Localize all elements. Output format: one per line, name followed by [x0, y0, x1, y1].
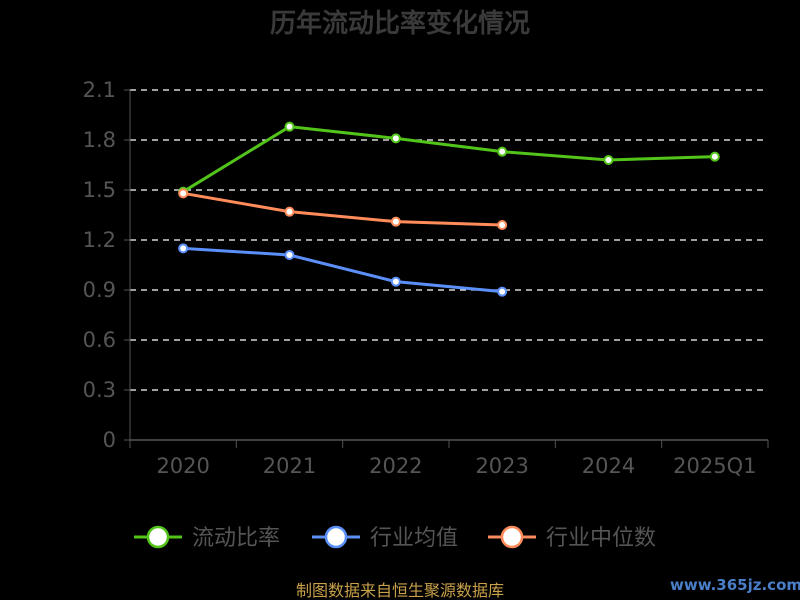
x-tick-label: 2025Q1	[673, 454, 756, 478]
data-point	[284, 250, 295, 260]
legend-swatch-marker	[324, 525, 348, 549]
legend-item[interactable]: 行业均值	[312, 525, 458, 551]
axes: 0 0.3 0.6 0.9 1.2 1.5 1.8 2.1 2020 2021 2022 2023 20…	[83, 78, 769, 478]
legend: 流动比率 行业均值 行业中位数	[134, 525, 656, 551]
data-point	[497, 220, 508, 230]
data-point	[390, 216, 401, 227]
legend-swatch-marker	[500, 525, 524, 549]
series-lines	[178, 121, 720, 297]
y-tick-label: 1.8	[83, 128, 116, 152]
legend-item[interactable]: 行业中位数	[488, 525, 656, 551]
data-point	[178, 188, 189, 199]
x-tick-label: 2022	[369, 454, 422, 478]
y-tick-label: 0.9	[83, 278, 116, 302]
data-point	[390, 133, 401, 144]
y-tick-label: 0.6	[83, 328, 116, 352]
x-tick-label: 2021	[263, 454, 316, 478]
y-tick-label: 1.2	[83, 228, 116, 252]
y-tick-label: 0.3	[83, 378, 116, 402]
legend-swatch-marker	[146, 525, 170, 549]
grid-lines	[130, 89, 768, 391]
series-line	[181, 125, 717, 194]
data-point	[284, 121, 295, 132]
y-tick-label: 1.5	[83, 178, 116, 202]
x-tick-label: 2024	[582, 454, 635, 478]
data-point	[497, 146, 508, 157]
data-point	[709, 151, 720, 162]
series-line	[181, 191, 504, 227]
data-point	[178, 243, 189, 254]
legend-label: 行业中位数	[546, 526, 656, 551]
x-tick-label: 2023	[475, 454, 528, 478]
source-note: 制图数据来自恒生聚源数据库	[296, 581, 504, 600]
legend-label: 行业均值	[370, 526, 458, 551]
data-point	[603, 155, 614, 165]
data-point	[390, 276, 401, 287]
data-point	[284, 206, 295, 217]
chart-title: 历年流动比率变化情况	[270, 8, 530, 39]
y-tick-label: 2.1	[83, 78, 116, 102]
series-line	[181, 246, 504, 294]
watermark: www.365jz.com	[670, 576, 800, 594]
y-tick-label: 0	[103, 428, 116, 452]
data-point	[497, 286, 508, 297]
legend-label: 流动比率	[192, 526, 280, 551]
x-tick-label: 2020	[156, 454, 209, 478]
legend-item[interactable]: 流动比率	[134, 525, 280, 551]
